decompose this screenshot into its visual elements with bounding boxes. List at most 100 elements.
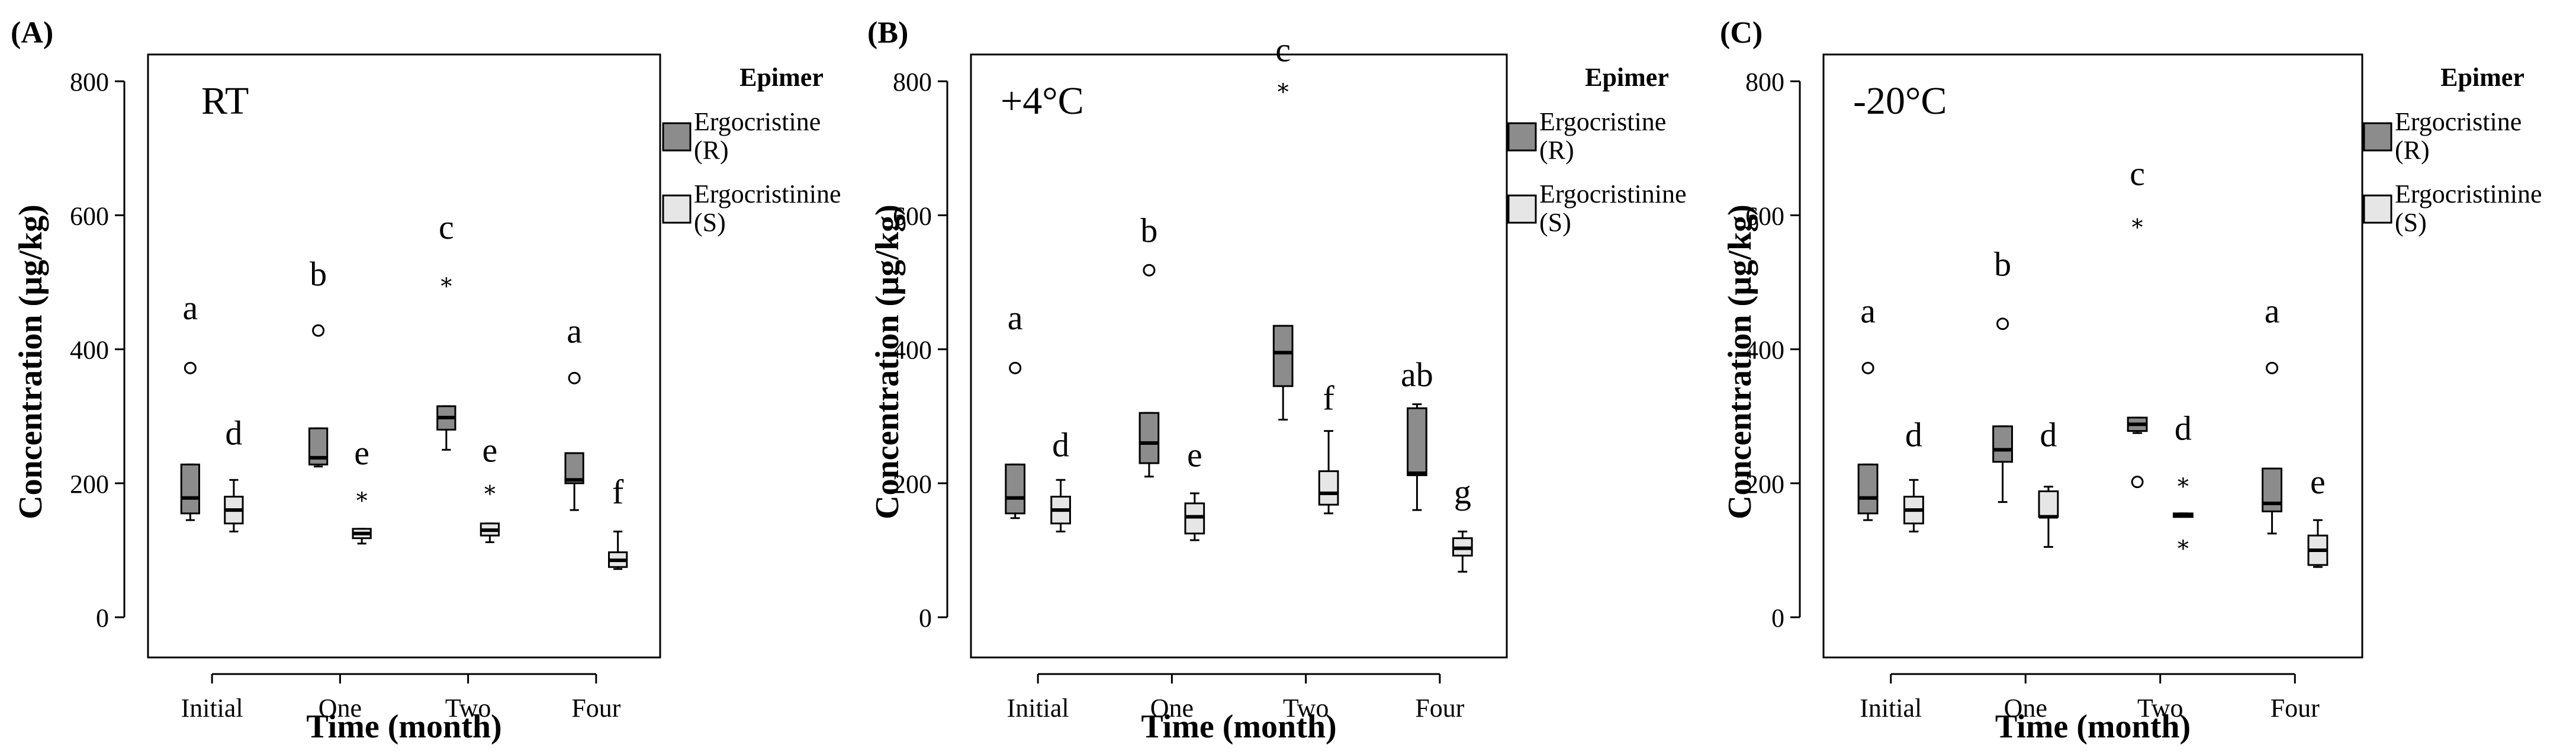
significance-letter: b [1994,245,2011,283]
outlier-star: ∗ [2130,211,2145,236]
box-ergocristinine-two: f [1318,378,1339,515]
x-tick-label: Two [2137,694,2183,723]
condition-label: -20°C [1853,79,1947,123]
y-tick-label: 200 [1745,470,1784,499]
box-iqr [1857,463,1879,515]
box-iqr [1005,463,1025,515]
box-iqr [1272,325,1294,387]
box-ergocristinine-initial: d [224,413,244,532]
significance-letter: c [2130,155,2145,193]
legend-label-suffix: (R) [2395,136,2430,165]
y-tick-label: 0 [96,604,109,633]
box-iqr [180,463,201,515]
legend-label-suffix: (S) [1539,208,1571,237]
y-axis-title: Concentration (µg/kg) [12,204,49,519]
condition-label: +4°C [1001,79,1084,123]
significance-letter: a [182,288,198,327]
box-iqr [2038,490,2059,518]
outlier-star: ∗ [2176,470,2191,495]
box-ergocristine-two: ∗c [436,208,456,451]
box-ergocristinine-four: e [2307,463,2329,568]
box-ergocristinine-four: f [608,473,628,570]
legend: Epimer Ergocristine(R) Ergocristinine(S) [2363,63,2542,237]
significance-letter: e [483,431,498,470]
box-ergocristinine-initial: d [1903,416,1924,532]
y-tick-label: 0 [1771,604,1784,633]
x-tick-label: Initial [1007,694,1069,723]
legend-label: Ergocristine [694,107,821,136]
x-tick-label: Four [571,694,620,723]
significance-letter: b [310,255,327,293]
x-axis-title: Time (month) [1141,708,1336,745]
legend-label-suffix: (S) [694,208,726,237]
legend-label: Ergocristinine [2395,179,2542,208]
significance-letter: f [1323,378,1334,417]
outlier-star: ∗ [439,269,454,294]
outlier-circle [184,361,197,374]
significance-letter: f [612,473,624,511]
legend-title: Epimer [1585,63,1669,92]
x-tick-label: Two [1283,694,1329,723]
box-ergocristine-two: ∗c [2127,155,2148,489]
y-axis-title: Concentration (µg/kg) [869,204,906,519]
y-tick-label: 400 [70,336,109,365]
significance-letter: b [1140,211,1157,250]
significance-letter: d [1052,426,1069,464]
plot-frame [147,53,661,659]
significance-letter: a [2265,291,2280,330]
box-iqr [1139,412,1160,464]
x-tick-label: One [319,694,362,723]
outlier-circle [312,324,325,337]
panel-label: (C) [1720,16,1763,50]
box-ergocristinine-two: ∗e [480,431,500,543]
significance-letter: a [1860,291,1876,330]
y-tick-label: 600 [893,201,932,230]
outlier-circle [1996,317,2009,331]
significance-letter: g [1454,473,1471,511]
box-ergocristinine-two: ∗ ∗ d [2173,409,2194,557]
box-ergocristine-initial: a [180,288,201,521]
y-tick-label: 200 [893,470,932,499]
significance-letter: d [225,413,242,452]
box-ergocristinine-one: e [1184,436,1205,541]
x-axis-title: Time (month) [1995,708,2191,745]
outlier-star: ∗ [2176,532,2191,557]
box-iqr [1318,470,1339,506]
outlier-circle [1143,264,1156,277]
legend-label-suffix: (S) [2395,208,2427,237]
panel-label: (B) [867,16,908,50]
legend-swatch [662,194,692,224]
box-ergocristinine-one: d [2038,416,2059,548]
legend-swatch [662,122,692,152]
box-ergocristine-one: b [308,255,329,468]
significance-letter: a [1008,299,1023,337]
x-tick-label: Two [445,694,491,723]
outlier-circle [1861,361,1874,374]
x-tick-label: Initial [1860,694,1922,723]
y-tick-label: 800 [893,68,932,97]
y-tick-label: 400 [893,336,932,365]
legend-label: Ergocristinine [694,179,841,208]
outlier-circle [568,371,581,384]
chart-panel-2: (B) 0 200 400 600 800 Initial One Two Four Time (m… [867,16,1686,745]
legend-swatch [2363,194,2392,224]
legend-title: Epimer [739,63,824,92]
box-ergocristine-four: ab [1401,355,1433,511]
legend-label: Ergocristinine [1539,179,1686,208]
significance-letter: d [1905,416,1922,454]
y-tick-label: 800 [1745,68,1784,97]
box-ergocristine-one: b [1992,245,2013,503]
y-tick-label: 0 [919,604,932,633]
significance-letter: ab [1401,355,1433,394]
x-tick-label: Four [2271,694,2320,723]
y-tick-label: 600 [1745,201,1784,230]
box-ergocristine-four: a [2262,291,2282,535]
legend-swatch [1507,122,1537,152]
y-axis-title: Concentration (µg/kg) [1722,204,1758,519]
panel-label: (A) [11,16,53,50]
y-tick-label: 200 [70,470,109,499]
significance-letter: c [439,208,454,246]
outlier-circle [2266,361,2279,374]
box-ergocristine-initial: a [1005,299,1025,519]
